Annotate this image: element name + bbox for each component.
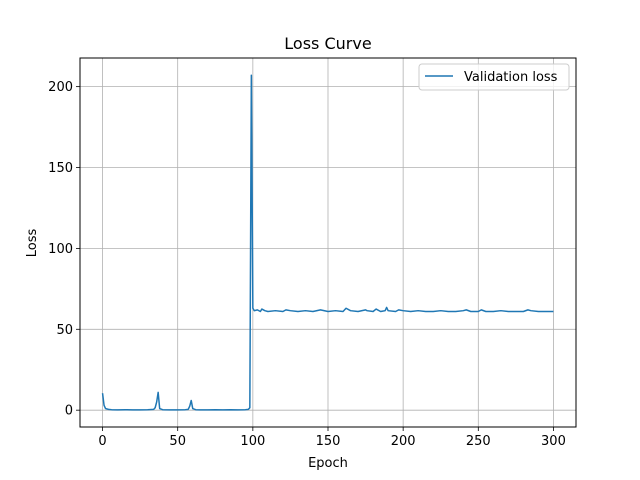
x-axis-label: Epoch <box>308 456 348 471</box>
y-tick-label: 200 <box>48 80 73 95</box>
y-tick-label: 0 <box>65 404 73 419</box>
legend: Validation loss <box>418 63 570 91</box>
y-tick-label: 100 <box>48 242 73 257</box>
y-axis-label: Loss <box>25 229 40 258</box>
chart-title: Loss Curve <box>284 34 371 53</box>
series-layer <box>101 74 554 411</box>
x-tick-label: 100 <box>240 434 265 449</box>
x-tick-label: 200 <box>391 434 416 449</box>
legend-box <box>418 63 570 91</box>
x-tick-label: 150 <box>316 434 341 449</box>
legend-label: Validation loss <box>464 70 558 85</box>
y-tick-label: 150 <box>48 161 73 176</box>
y-tick-label: 50 <box>56 323 73 338</box>
y-axis: 0 50 100 150 200 <box>48 80 80 419</box>
series-line-validation-loss <box>101 74 554 411</box>
x-tick-label: 50 <box>169 434 186 449</box>
x-tick-label: 300 <box>541 434 566 449</box>
x-axis: 0 50 100 150 200 250 300 <box>98 427 566 449</box>
x-tick-label: 0 <box>98 434 106 449</box>
x-tick-label: 250 <box>466 434 491 449</box>
